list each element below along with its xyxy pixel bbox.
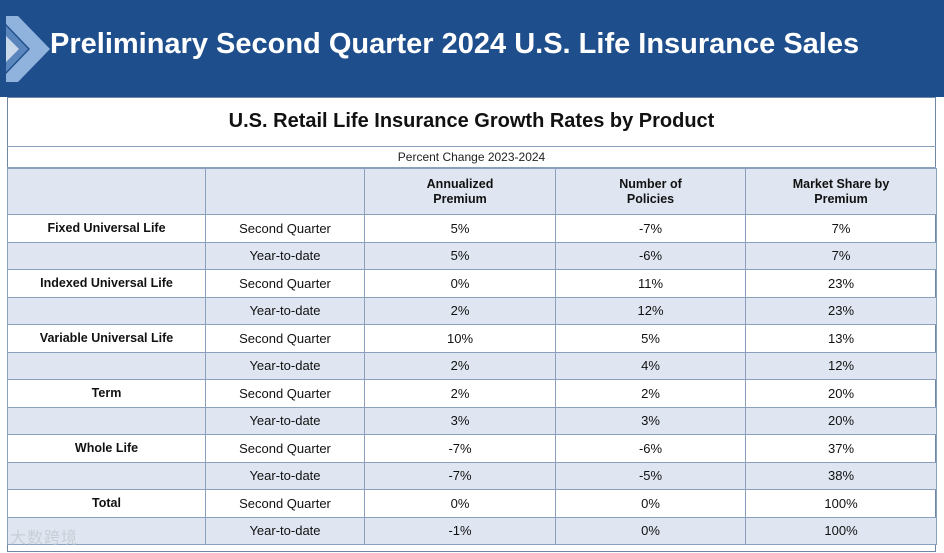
cell-share: 100%: [745, 516, 937, 545]
cell-period: Year-to-date: [205, 351, 365, 380]
cell-policies: 12%: [555, 296, 746, 325]
table-row: Total Second Quarter 0% 0% 100%: [7, 489, 937, 518]
cell-product: Indexed Universal Life: [7, 269, 206, 298]
cell-product: [7, 296, 206, 325]
table-row: Fixed Universal Life Second Quarter 5% -7% 7…: [7, 214, 937, 243]
cell-policies: 3%: [555, 406, 746, 435]
cell-premium: -1%: [364, 516, 556, 545]
cell-policies: 0%: [555, 516, 746, 545]
cell-premium: 5%: [364, 214, 556, 243]
cell-premium: 0%: [364, 269, 556, 298]
table-row: Indexed Universal Life Second Quarter 0% 11…: [7, 269, 937, 298]
table-title: U.S. Retail Life Insurance Growth Rates …: [7, 97, 936, 147]
cell-premium: 2%: [364, 379, 556, 408]
table-row: Year-to-date 2% 4% 12%: [7, 351, 937, 380]
cell-period: Second Quarter: [205, 434, 365, 463]
cell-share: 20%: [745, 379, 937, 408]
page-title: Preliminary Second Quarter 2024 U.S. Lif…: [50, 28, 860, 60]
cell-policies: 11%: [555, 269, 746, 298]
cell-premium: 2%: [364, 351, 556, 380]
cell-policies: 2%: [555, 379, 746, 408]
cell-product: Whole Life: [7, 434, 206, 463]
cell-period: Year-to-date: [205, 296, 365, 325]
cell-premium: 0%: [364, 489, 556, 518]
cell-policies: -7%: [555, 214, 746, 243]
growth-table: Annualized Premium Number of Policies Ma…: [7, 168, 937, 545]
cell-product: [7, 241, 206, 270]
cell-product: Total: [7, 489, 206, 518]
table-row: Year-to-date 5% -6% 7%: [7, 241, 937, 270]
cell-period: Second Quarter: [205, 379, 365, 408]
cell-period: Second Quarter: [205, 324, 365, 353]
cell-period: Year-to-date: [205, 241, 365, 270]
cell-period: Year-to-date: [205, 461, 365, 490]
table-row: Year-to-date 3% 3% 20%: [7, 406, 937, 435]
cell-period: Year-to-date: [205, 516, 365, 545]
cell-share: 13%: [745, 324, 937, 353]
table-body: Fixed Universal Life Second Quarter 5% -7% 7…: [7, 214, 937, 545]
cell-premium: 2%: [364, 296, 556, 325]
cell-product: [7, 406, 206, 435]
cell-policies: -5%: [555, 461, 746, 490]
header-product: [7, 168, 206, 215]
cell-premium: 10%: [364, 324, 556, 353]
cell-policies: -6%: [555, 241, 746, 270]
title-banner: Preliminary Second Quarter 2024 U.S. Lif…: [0, 0, 944, 97]
header-row: Annualized Premium Number of Policies Ma…: [7, 168, 937, 215]
cell-premium: -7%: [364, 434, 556, 463]
table-row: Variable Universal Life Second Quarter 10%…: [7, 324, 937, 353]
cell-period: Year-to-date: [205, 406, 365, 435]
chevron-logo-icon: [6, 16, 50, 82]
table-row: Year-to-date 2% 12% 23%: [7, 296, 937, 325]
table-subtitle: Percent Change 2023-2024: [7, 147, 936, 168]
cell-product: Term: [7, 379, 206, 408]
cell-premium: -7%: [364, 461, 556, 490]
table-row: Year-to-date -1% 0% 100%: [7, 516, 937, 545]
cell-policies: -6%: [555, 434, 746, 463]
watermark: 大数跨境: [10, 530, 79, 547]
header-premium: Annualized Premium: [364, 168, 556, 215]
cell-share: 7%: [745, 241, 937, 270]
cell-period: Second Quarter: [205, 489, 365, 518]
cell-policies: 0%: [555, 489, 746, 518]
cell-policies: 5%: [555, 324, 746, 353]
cell-premium: 5%: [364, 241, 556, 270]
header-share: Market Share by Premium: [745, 168, 937, 215]
cell-product: [7, 461, 206, 490]
table-row: Year-to-date -7% -5% 38%: [7, 461, 937, 490]
header-period: [205, 168, 365, 215]
cell-share: 38%: [745, 461, 937, 490]
cell-period: Second Quarter: [205, 269, 365, 298]
cell-share: 100%: [745, 489, 937, 518]
cell-product: Variable Universal Life: [7, 324, 206, 353]
cell-period: Second Quarter: [205, 214, 365, 243]
header-policies: Number of Policies: [555, 168, 746, 215]
cell-share: 7%: [745, 214, 937, 243]
cell-product: Fixed Universal Life: [7, 214, 206, 243]
cell-product: [7, 351, 206, 380]
cell-share: 23%: [745, 269, 937, 298]
cell-share: 37%: [745, 434, 937, 463]
cell-share: 20%: [745, 406, 937, 435]
cell-policies: 4%: [555, 351, 746, 380]
cell-product: [7, 516, 206, 545]
cell-share: 12%: [745, 351, 937, 380]
cell-premium: 3%: [364, 406, 556, 435]
table-row: Whole Life Second Quarter -7% -6% 37%: [7, 434, 937, 463]
cell-share: 23%: [745, 296, 937, 325]
table-row: Term Second Quarter 2% 2% 20%: [7, 379, 937, 408]
